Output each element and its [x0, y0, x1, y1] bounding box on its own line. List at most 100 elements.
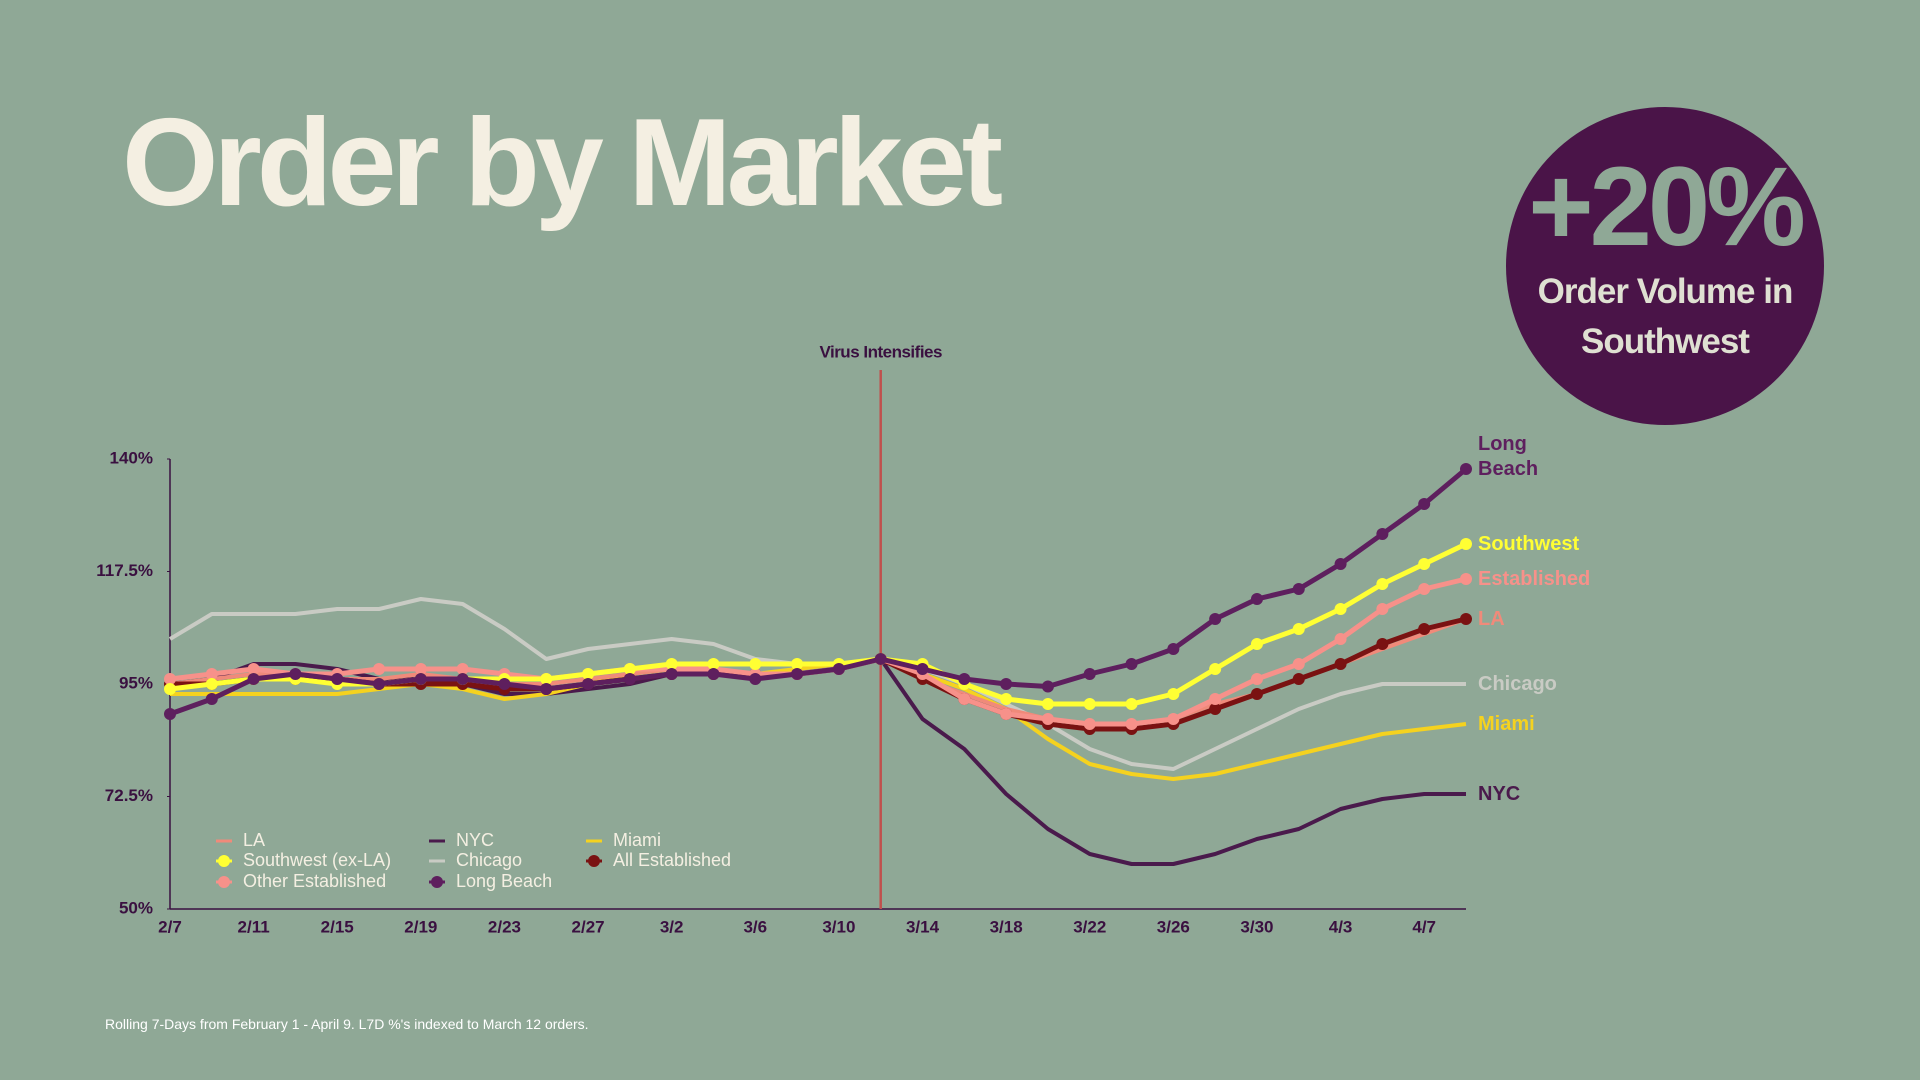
point	[623, 673, 636, 685]
x-tick-label: 3/22	[1073, 917, 1106, 936]
point	[1376, 578, 1389, 590]
point	[1334, 658, 1347, 670]
point	[1209, 663, 1222, 675]
end-label: Established	[1478, 568, 1591, 590]
point	[1250, 593, 1263, 605]
point	[1125, 698, 1138, 710]
x-tick-label: 3/30	[1240, 917, 1273, 936]
point	[1209, 693, 1222, 705]
point	[373, 663, 386, 675]
x-tick-label: 2/15	[321, 917, 354, 936]
end-label: Chicago	[1478, 673, 1557, 695]
x-tick-label: 2/11	[238, 917, 270, 936]
point	[373, 678, 386, 690]
point	[958, 693, 971, 705]
point	[1167, 688, 1180, 700]
point	[1292, 583, 1305, 595]
point	[540, 673, 553, 685]
point	[1460, 538, 1472, 550]
x-tick-label: 3/2	[660, 917, 684, 936]
point	[1041, 680, 1054, 693]
point	[1418, 558, 1431, 570]
end-label: Southwest	[1478, 533, 1580, 555]
x-tick-label: 2/7	[158, 917, 182, 936]
point	[874, 653, 887, 665]
point	[665, 658, 678, 670]
legend-dot	[588, 855, 600, 867]
point	[414, 673, 427, 685]
legend-label: All Established	[613, 850, 731, 870]
point	[456, 663, 469, 675]
point	[1209, 703, 1222, 715]
point	[289, 668, 302, 680]
badge-value: +20%	[1528, 144, 1806, 269]
end-label: NYC	[1478, 783, 1521, 805]
annotation: Virus Intensifies	[819, 342, 942, 361]
point	[247, 663, 260, 675]
legend-label: LA	[243, 830, 265, 850]
point	[1292, 658, 1305, 670]
point	[331, 673, 344, 685]
point	[1041, 713, 1054, 725]
legend-label: Long Beach	[456, 871, 552, 891]
point	[1418, 498, 1431, 510]
legend-dot	[218, 876, 230, 888]
point	[414, 663, 427, 675]
point	[749, 658, 762, 670]
title: Order by Market	[122, 94, 1003, 232]
series-line	[169, 467, 1468, 717]
badge-text: Order Volume in Southwest	[1537, 272, 1794, 361]
point	[456, 673, 469, 685]
y-tick-label: 72.5%	[105, 786, 153, 805]
point	[1292, 623, 1305, 635]
x-tick-label: 3/26	[1157, 917, 1190, 936]
point	[665, 668, 678, 680]
point	[1250, 638, 1263, 650]
point	[749, 673, 762, 685]
point	[1418, 623, 1431, 635]
point	[582, 668, 595, 680]
point	[1209, 613, 1222, 625]
point	[205, 693, 218, 705]
point	[164, 673, 176, 685]
point	[1334, 633, 1347, 645]
x-tick-label: 3/14	[906, 917, 940, 936]
x-tick-label: 4/3	[1329, 917, 1353, 936]
point	[791, 658, 804, 670]
point	[1292, 673, 1305, 685]
point	[1167, 643, 1180, 655]
end-label: Miami	[1478, 713, 1535, 735]
point	[1125, 658, 1138, 670]
point	[1460, 573, 1472, 585]
point	[1250, 673, 1263, 685]
point	[707, 668, 720, 680]
x-tick-label: 3/10	[822, 917, 855, 936]
point	[1083, 698, 1096, 710]
end-label: LA	[1478, 608, 1505, 630]
point	[205, 668, 218, 680]
x-tick-label: 3/18	[990, 917, 1023, 936]
end-label: Long Beach	[1478, 433, 1539, 480]
point	[1000, 708, 1013, 720]
y-tick-label: 95%	[119, 673, 153, 692]
point	[1376, 528, 1389, 540]
point	[540, 683, 553, 695]
legend-label: Miami	[613, 830, 661, 850]
point	[1460, 613, 1472, 625]
point	[1376, 603, 1389, 615]
point	[832, 663, 845, 675]
point	[1000, 678, 1013, 690]
point	[498, 678, 511, 690]
point	[916, 663, 929, 675]
x-tick-label: 4/7	[1412, 917, 1436, 936]
legend-label: Other Established	[243, 871, 386, 891]
point	[1334, 603, 1347, 615]
point	[1167, 713, 1180, 725]
point	[1125, 718, 1138, 730]
point	[1376, 638, 1389, 650]
point	[1000, 693, 1013, 705]
legend-label: Chicago	[456, 850, 522, 870]
x-tick-label: 3/6	[743, 917, 767, 936]
